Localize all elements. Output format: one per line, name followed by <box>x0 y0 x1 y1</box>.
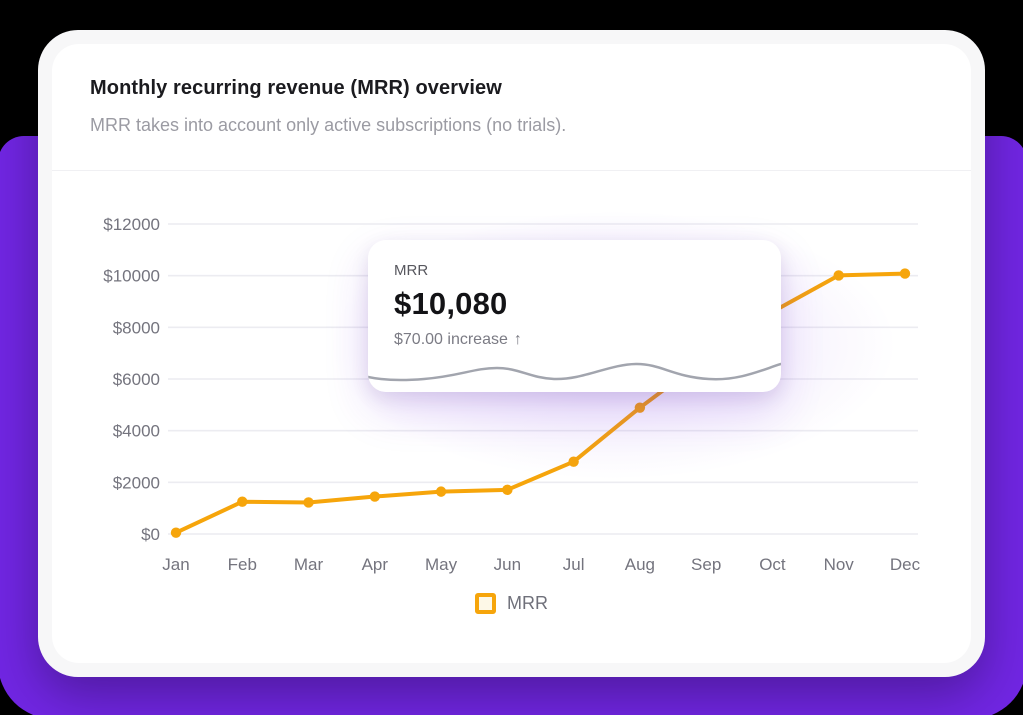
arrow-up-icon: ↑ <box>513 331 522 348</box>
series-line-mrr <box>174 271 907 535</box>
tooltip-delta: $70.00 increase ↑ <box>394 331 781 349</box>
data-point-aug[interactable] <box>634 402 646 413</box>
x-tick-label-nov: Nov <box>824 555 855 574</box>
x-tick-label-jul: Jul <box>563 555 585 574</box>
tooltip-value: $10,080 <box>394 286 508 321</box>
data-point-may[interactable] <box>435 486 447 497</box>
page-title: Monthly recurring revenue (MRR) overview <box>90 77 502 99</box>
x-tick-label-oct: Oct <box>759 555 786 574</box>
mrr-card-body: Monthly recurring revenue (MRR) overview… <box>52 44 971 663</box>
x-tick-label-sep: Sep <box>691 555 721 574</box>
y-tick-label: $0 <box>141 525 160 544</box>
y-tick-label: $8000 <box>113 318 160 337</box>
x-tick-label-jun: Jun <box>494 555 521 574</box>
x-tick-label-apr: Apr <box>362 555 389 574</box>
chart-legend: MRR <box>52 593 971 614</box>
y-tick-label: $12000 <box>103 215 160 234</box>
data-point-apr[interactable] <box>369 491 381 502</box>
data-point-nov[interactable] <box>833 270 844 281</box>
chart-area[interactable]: $0 $2000 $4000 $6000 $8000 $10000 $12000 Jan Feb… <box>52 172 971 622</box>
y-tick-label: $4000 <box>113 422 160 441</box>
x-tick-label-dec: Dec <box>890 555 921 574</box>
data-point-feb[interactable] <box>237 496 248 507</box>
y-tick-label: $2000 <box>113 473 160 492</box>
tooltip-delta-text: $70.00 increase <box>394 331 508 348</box>
page-subtitle: MRR takes into account only active subsc… <box>90 115 567 135</box>
x-tick-label-feb: Feb <box>228 555 257 574</box>
data-point-dec[interactable] <box>899 268 911 279</box>
x-tick-label-jan: Jan <box>162 555 189 574</box>
data-point-mar[interactable] <box>303 497 314 508</box>
x-tick-label-may: May <box>425 555 458 574</box>
legend-swatch-icon <box>475 593 496 614</box>
legend-label: MRR <box>507 593 548 613</box>
tooltip-sparkline <box>368 362 781 382</box>
y-tick-label: $6000 <box>113 370 160 389</box>
data-point-jan[interactable] <box>170 527 182 538</box>
mrr-line-chart[interactable]: $0 $2000 $4000 $6000 $8000 $10000 $12000 Jan Feb… <box>52 172 971 622</box>
x-tick-label-mar: Mar <box>294 555 324 574</box>
data-point-jul[interactable] <box>568 456 579 467</box>
data-point-jun[interactable] <box>502 484 513 496</box>
chart-tooltip: MRR $10,080 $70.00 increase ↑ <box>368 240 781 392</box>
y-tick-label: $10000 <box>103 267 160 286</box>
legend-item-mrr[interactable]: MRR <box>475 593 548 614</box>
tooltip-series-label: MRR <box>394 262 429 279</box>
x-tick-label-aug: Aug <box>625 555 655 574</box>
card-header: Monthly recurring revenue (MRR) overview… <box>52 44 971 171</box>
